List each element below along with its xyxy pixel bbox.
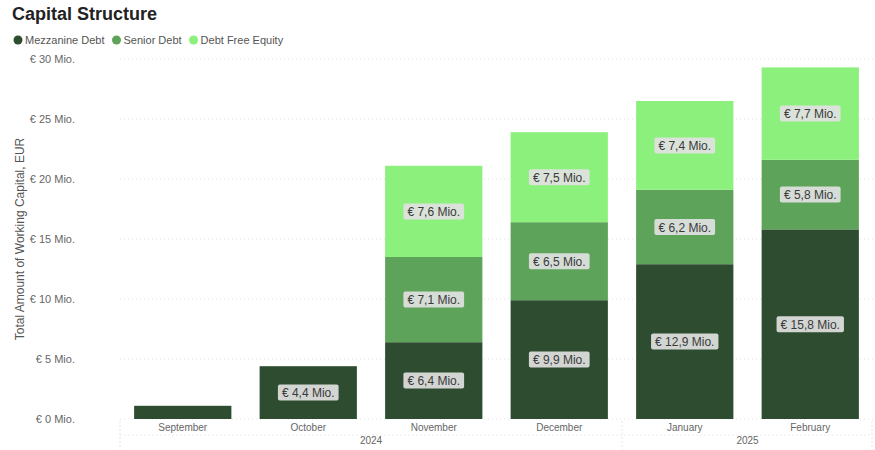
group-rule <box>120 435 873 436</box>
legend-item: Senior Debt <box>112 34 182 46</box>
bar <box>762 67 859 159</box>
bar <box>636 101 733 190</box>
x-tick-label: December <box>536 422 583 433</box>
y-axis-label: Total Amount of Working Capital, EUR <box>13 137 27 340</box>
data-label: € 6,4 Mio. <box>403 373 464 389</box>
grid-line <box>120 419 873 420</box>
x-tick-label: January <box>667 422 703 433</box>
data-label-bg <box>529 352 590 368</box>
data-label: € 4,4 Mio. <box>278 385 339 401</box>
data-label: € 7,4 Mio. <box>654 137 715 153</box>
bar <box>511 132 608 222</box>
bars <box>134 67 859 419</box>
data-label-text: € 15,8 Mio. <box>781 318 840 332</box>
data-label: € 12,9 Mio. <box>651 334 718 350</box>
x-tick-label: November <box>411 422 458 433</box>
data-label: € 7,7 Mio. <box>780 106 841 122</box>
y-tick-label: € 20 Mio. <box>30 173 75 185</box>
bar <box>134 406 231 419</box>
data-label-text: € 7,5 Mio. <box>533 171 586 185</box>
data-label-text: € 5,8 Mio. <box>784 188 837 202</box>
data-label: € 9,9 Mio. <box>529 352 590 368</box>
legend-item: Mezzanine Debt <box>14 34 105 46</box>
bar <box>385 166 482 257</box>
data-label-text: € 7,7 Mio. <box>784 107 837 121</box>
legend-swatch <box>189 36 198 45</box>
bar <box>636 190 733 264</box>
data-label-bg <box>780 187 841 203</box>
bar <box>511 222 608 300</box>
legend-label: Debt Free Equity <box>201 34 284 46</box>
grid-line <box>120 239 873 240</box>
data-label: € 7,1 Mio. <box>403 292 464 308</box>
data-label: € 15,8 Mio. <box>777 316 844 332</box>
y-tick-label: € 0 Mio. <box>36 413 75 425</box>
data-label-text: € 7,1 Mio. <box>407 293 460 307</box>
grid-line <box>120 179 873 180</box>
grid-line <box>120 59 873 60</box>
data-label-bg <box>403 203 464 219</box>
y-tick-label: € 25 Mio. <box>30 113 75 125</box>
x-group-label: 2025 <box>736 435 759 446</box>
bar <box>636 264 733 419</box>
grid-line <box>120 359 873 360</box>
grid-line <box>120 119 873 120</box>
x-tick-label: February <box>790 422 830 433</box>
bar <box>260 366 357 419</box>
data-label: € 6,5 Mio. <box>529 253 590 269</box>
legend-swatch <box>14 36 23 45</box>
data-label: € 6,2 Mio. <box>654 219 715 235</box>
title: Capital Structure <box>12 4 157 24</box>
group-separator <box>622 421 623 450</box>
y-tick-label: € 10 Mio. <box>30 293 75 305</box>
y-tick-label: € 5 Mio. <box>36 353 75 365</box>
bar <box>385 257 482 342</box>
data-label-text: € 12,9 Mio. <box>655 335 714 349</box>
data-label-text: € 4,4 Mio. <box>282 386 335 400</box>
legend-label: Senior Debt <box>124 34 182 46</box>
data-label: € 7,5 Mio. <box>529 169 590 185</box>
data-label-bg <box>654 137 715 153</box>
data-label-bg <box>651 334 718 350</box>
data-labels: € 4,4 Mio. € 6,4 Mio. € 9,9 Mio. € 12,9 Mio… <box>278 106 844 401</box>
y-tick-label: € 30 Mio. <box>30 53 75 65</box>
data-label-bg <box>780 106 841 122</box>
data-label-text: € 6,5 Mio. <box>533 255 586 269</box>
x-group-label: 2024 <box>360 435 383 446</box>
x-tick-label: October <box>290 422 326 433</box>
data-label-bg <box>529 169 590 185</box>
data-label: € 7,6 Mio. <box>403 203 464 219</box>
data-label-text: € 9,9 Mio. <box>533 353 586 367</box>
grid-line <box>120 299 873 300</box>
bar <box>385 342 482 419</box>
y-tick-label: € 15 Mio. <box>30 233 75 245</box>
bar <box>762 160 859 230</box>
data-label-text: € 6,2 Mio. <box>658 221 711 235</box>
data-label-bg <box>403 292 464 308</box>
group-separator <box>872 421 873 450</box>
data-label-text: € 6,4 Mio. <box>407 374 460 388</box>
chart: Capital Structure Mezzanine Debt Senior De… <box>0 0 875 450</box>
bar <box>762 229 859 419</box>
data-label-bg <box>278 385 339 401</box>
data-label-text: € 7,6 Mio. <box>407 205 460 219</box>
legend-label: Mezzanine Debt <box>25 34 105 46</box>
x-tick-label: September <box>158 422 208 433</box>
legend-item: Debt Free Equity <box>189 34 284 46</box>
legend-swatch <box>112 36 121 45</box>
bar <box>511 300 608 419</box>
data-label: € 5,8 Mio. <box>780 187 841 203</box>
data-label-bg <box>654 219 715 235</box>
data-label-bg <box>403 373 464 389</box>
data-label-bg <box>777 316 844 332</box>
data-label-text: € 7,4 Mio. <box>658 139 711 153</box>
data-label-bg <box>529 253 590 269</box>
